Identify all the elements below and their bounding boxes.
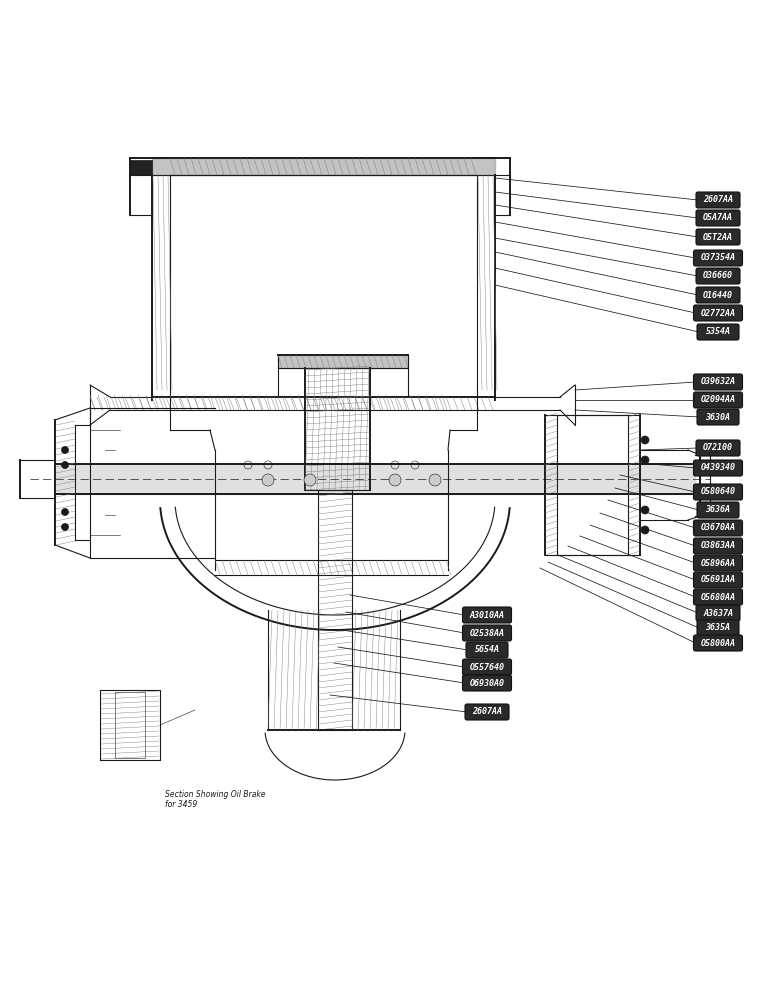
Text: Section Showing Oil Brake
for 3459: Section Showing Oil Brake for 3459 [165, 790, 266, 809]
FancyBboxPatch shape [693, 484, 743, 500]
Text: O39632A: O39632A [700, 377, 736, 386]
FancyBboxPatch shape [465, 704, 509, 720]
FancyBboxPatch shape [693, 374, 743, 390]
FancyBboxPatch shape [693, 305, 743, 321]
Text: O3670AA: O3670AA [700, 524, 736, 532]
Text: O2538AA: O2538AA [469, 629, 504, 638]
FancyBboxPatch shape [697, 502, 739, 518]
FancyBboxPatch shape [696, 229, 740, 245]
FancyBboxPatch shape [696, 440, 740, 456]
Text: O5680AA: O5680AA [700, 592, 736, 601]
FancyBboxPatch shape [697, 620, 739, 636]
Text: A3637A: A3637A [703, 608, 733, 617]
FancyBboxPatch shape [693, 460, 743, 476]
FancyBboxPatch shape [693, 392, 743, 408]
Text: O37354A: O37354A [700, 253, 736, 262]
Circle shape [62, 462, 69, 468]
Circle shape [62, 524, 69, 530]
Circle shape [429, 474, 441, 486]
Text: O72100: O72100 [703, 444, 733, 452]
Text: O36660: O36660 [703, 271, 733, 280]
Circle shape [62, 446, 69, 454]
Text: O2772AA: O2772AA [700, 308, 736, 318]
FancyBboxPatch shape [696, 605, 740, 621]
Text: O557640: O557640 [469, 662, 504, 672]
Text: 3636A: 3636A [706, 506, 730, 514]
FancyBboxPatch shape [693, 538, 743, 554]
Text: O5896AA: O5896AA [700, 558, 736, 568]
FancyBboxPatch shape [693, 250, 743, 266]
Text: O5800AA: O5800AA [700, 639, 736, 648]
FancyBboxPatch shape [462, 625, 512, 641]
FancyBboxPatch shape [697, 409, 739, 425]
Text: O2094AA: O2094AA [700, 395, 736, 404]
Circle shape [262, 474, 274, 486]
FancyBboxPatch shape [693, 555, 743, 571]
FancyBboxPatch shape [693, 589, 743, 605]
Text: O6930A0: O6930A0 [469, 678, 504, 688]
Text: 2607AA: 2607AA [472, 708, 502, 716]
FancyBboxPatch shape [462, 659, 512, 675]
Circle shape [641, 526, 649, 534]
Polygon shape [130, 160, 152, 175]
Circle shape [62, 508, 69, 516]
FancyBboxPatch shape [462, 607, 512, 623]
FancyBboxPatch shape [693, 520, 743, 536]
FancyBboxPatch shape [462, 675, 512, 691]
FancyBboxPatch shape [466, 642, 508, 658]
Text: 3630A: 3630A [706, 412, 730, 422]
Text: O5T2AA: O5T2AA [703, 232, 733, 241]
Text: O5691AA: O5691AA [700, 576, 736, 584]
Circle shape [641, 506, 649, 514]
FancyBboxPatch shape [696, 192, 740, 208]
Text: O3863AA: O3863AA [700, 542, 736, 550]
Text: O5A7AA: O5A7AA [703, 214, 733, 223]
Text: A3010AA: A3010AA [469, 610, 504, 619]
FancyBboxPatch shape [697, 324, 739, 340]
Circle shape [304, 474, 316, 486]
Text: O580640: O580640 [700, 488, 736, 496]
FancyBboxPatch shape [693, 572, 743, 588]
Text: 5354A: 5354A [706, 328, 730, 336]
FancyBboxPatch shape [696, 268, 740, 284]
Circle shape [641, 436, 649, 444]
Text: 3635A: 3635A [706, 624, 730, 633]
FancyBboxPatch shape [696, 210, 740, 226]
Text: 2607AA: 2607AA [703, 196, 733, 205]
FancyBboxPatch shape [693, 635, 743, 651]
Text: O16440: O16440 [703, 290, 733, 300]
Circle shape [389, 474, 401, 486]
Text: 5654A: 5654A [475, 646, 499, 654]
Circle shape [641, 456, 649, 464]
Text: O439340: O439340 [700, 464, 736, 473]
FancyBboxPatch shape [696, 287, 740, 303]
